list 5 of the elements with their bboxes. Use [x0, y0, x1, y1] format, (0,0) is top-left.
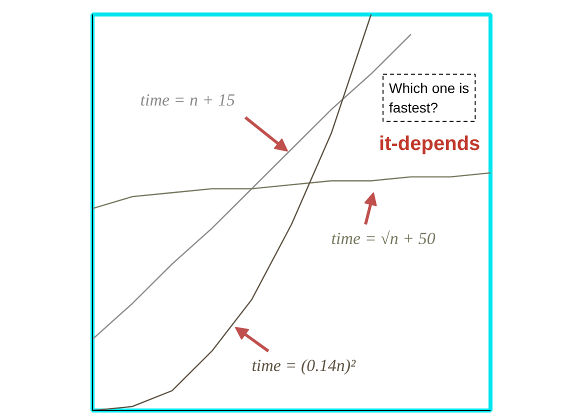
annotation: it-depends	[379, 133, 480, 156]
text: time = (0.14n)²	[252, 356, 357, 375]
text: time = √n + 50	[331, 229, 436, 248]
annotation: Which one is fastest?	[389, 80, 470, 116]
text: time = n + 15	[140, 90, 235, 110]
